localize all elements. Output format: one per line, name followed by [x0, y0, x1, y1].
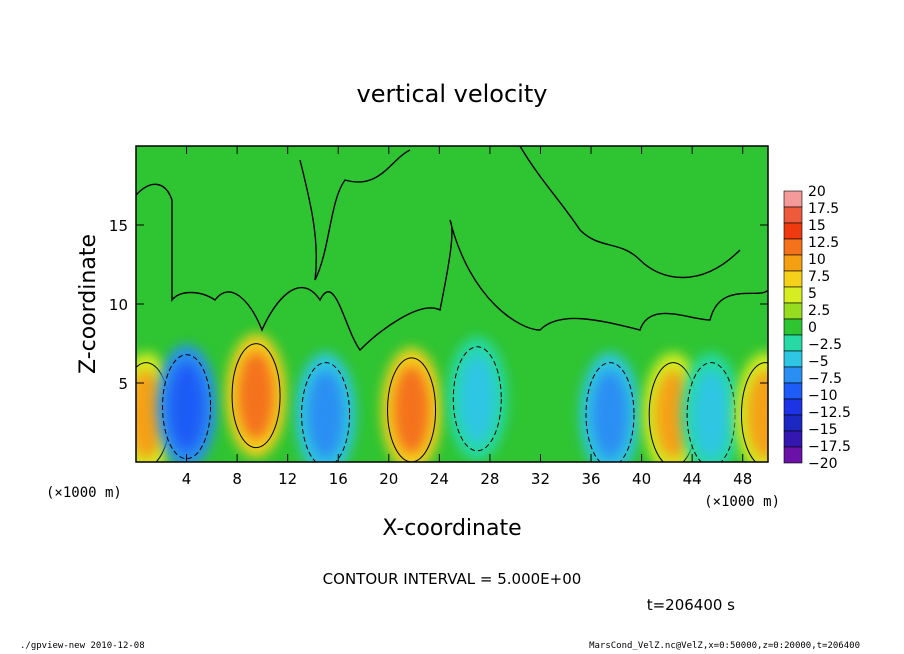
footer-right: MarsCond_VelZ.nc@VelZ,x=0:50000,z=0:2000… — [589, 641, 860, 651]
heatmap-cell-contour — [740, 362, 768, 462]
colorbar-label: −12.5 — [808, 405, 851, 421]
colorbar-swatch — [783, 334, 803, 352]
heatmap-cell — [459, 354, 496, 443]
x-unit-right: (×1000 m) — [704, 494, 780, 510]
heatmap-cell-contour — [301, 362, 351, 462]
colorbar-swatch — [783, 222, 803, 240]
zero-contour-line — [136, 183, 768, 352]
y-axis-label: Z-coordinate — [76, 234, 101, 374]
colorbar-swatch — [783, 430, 803, 448]
colorbar-label: −7.5 — [808, 371, 842, 387]
colorbar-swatch — [783, 286, 803, 304]
x-tick-label: 12 — [278, 470, 297, 488]
colorbar-swatch — [783, 414, 803, 432]
x-unit-left: (×1000 m) — [46, 485, 122, 501]
heatmap-cell — [136, 370, 165, 459]
heatmap-cell — [168, 362, 205, 451]
colorbar: 2017.51512.5107.552.50−2.5−5−7.5−10−12.5… — [783, 184, 851, 472]
heatmap-cell — [393, 365, 430, 454]
y-tick-label: 15 — [109, 217, 128, 235]
heatmap-cell — [307, 370, 344, 459]
colorbar-swatch — [783, 382, 803, 400]
x-tick-label: 44 — [683, 470, 702, 488]
heatmap-cells — [136, 333, 768, 462]
chart-title: vertical velocity — [357, 80, 548, 108]
upper-contour-line — [299, 146, 741, 281]
colorbar-label: 15 — [808, 218, 826, 234]
x-tick-label: 4 — [182, 470, 192, 488]
x-axis-label: X-coordinate — [382, 516, 521, 541]
heatmap-cell-contour — [162, 354, 212, 460]
heatmap-cell — [592, 370, 628, 459]
heatmap-cell — [747, 370, 768, 459]
x-tick-label: 20 — [379, 470, 398, 488]
x-tick-label: 16 — [329, 470, 348, 488]
x-tick-label: 8 — [232, 470, 242, 488]
colorbar-swatch — [783, 190, 803, 208]
colorbar-label: 20 — [808, 184, 826, 200]
colorbar-label: −17.5 — [808, 439, 851, 455]
colorbar-swatch — [783, 206, 803, 224]
colorbar-label: 10 — [808, 252, 826, 268]
colorbar-label: 7.5 — [808, 269, 830, 285]
plot-area — [135, 145, 769, 463]
heatmap-cell-contour — [686, 362, 736, 462]
heatmap-cell — [655, 370, 692, 459]
colorbar-swatch — [783, 318, 803, 336]
heatmap-cell — [693, 370, 730, 459]
y-tick-label: 5 — [118, 375, 128, 393]
colorbar-swatch — [783, 398, 803, 416]
colorbar-label: 12.5 — [808, 235, 839, 251]
colorbar-swatch — [783, 254, 803, 272]
colorbar-swatch — [783, 350, 803, 368]
contour-interval-text: CONTOUR INTERVAL = 5.000E+00 — [323, 570, 582, 588]
x-tick-label: 36 — [581, 470, 600, 488]
colorbar-swatch — [783, 446, 803, 464]
colorbar-label: 2.5 — [808, 303, 830, 319]
footer-left: ./gpview-new 2010-12-08 — [20, 641, 145, 651]
colorbar-label: 0 — [808, 320, 817, 336]
colorbar-swatch — [783, 270, 803, 288]
colorbar-label: 5 — [808, 286, 817, 302]
x-tick-label: 32 — [531, 470, 550, 488]
colorbar-label: −20 — [808, 456, 838, 472]
colorbar-label: 17.5 — [808, 201, 839, 217]
colorbar-swatch — [783, 238, 803, 256]
colorbar-label: −15 — [808, 422, 838, 438]
x-tick-label: 40 — [632, 470, 651, 488]
x-tick-label: 24 — [430, 470, 449, 488]
time-text: t=206400 s — [647, 596, 735, 614]
x-axis-ticks: 4 8 12 16 20 24 28 32 36 40 44 48 — [182, 146, 752, 488]
heatmap-cell-contour — [585, 362, 635, 462]
colorbar-label: −10 — [808, 388, 838, 404]
heatmap-cell-contour — [452, 346, 502, 452]
colorbar-label: −2.5 — [808, 337, 842, 353]
y-axis-ticks: 5 10 15 — [109, 217, 768, 393]
colorbar-swatch — [783, 366, 803, 384]
x-tick-label: 48 — [733, 470, 752, 488]
colorbar-label: −5 — [808, 354, 829, 370]
colorbar-swatch — [783, 302, 803, 320]
heatmap-cell — [238, 351, 275, 440]
x-tick-label: 28 — [480, 470, 499, 488]
y-tick-label: 10 — [109, 296, 128, 314]
heatmap-cell-contour — [231, 343, 281, 449]
